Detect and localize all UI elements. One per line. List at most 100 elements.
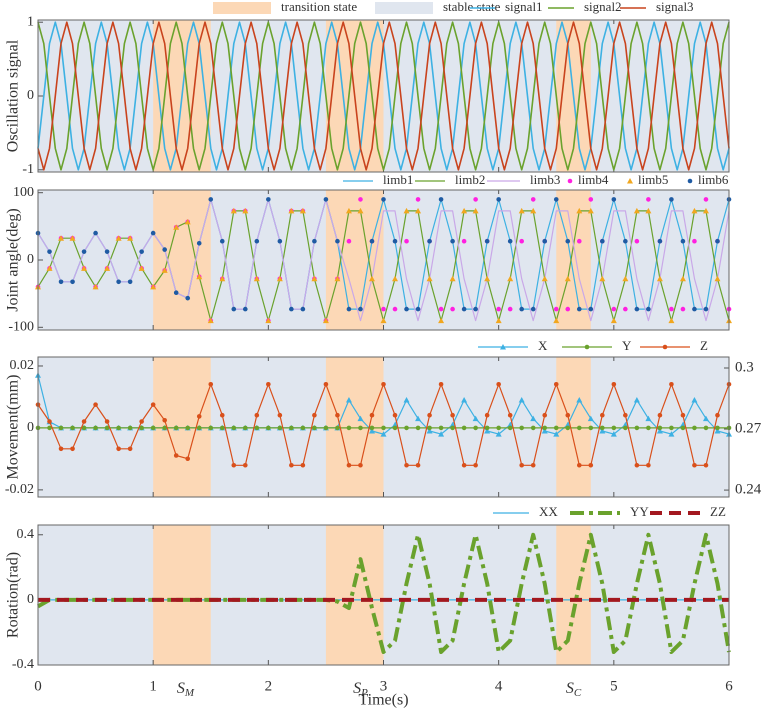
marker (680, 238, 686, 244)
marker (565, 238, 571, 244)
marker (646, 425, 651, 431)
x-tick-label: 4 (495, 678, 503, 694)
y2-tick-label: 0.3 (735, 359, 754, 375)
marker (692, 462, 697, 468)
marker (611, 425, 617, 431)
marker (680, 412, 686, 418)
marker (127, 279, 133, 285)
marker (553, 381, 559, 387)
marker (415, 207, 422, 214)
marker (611, 197, 617, 202)
marker (185, 295, 191, 301)
marker (656, 275, 663, 282)
marker (92, 283, 99, 290)
marker (47, 249, 52, 254)
y-axis-label: Oscillation signal (5, 39, 22, 152)
marker (692, 238, 697, 244)
marker (715, 425, 720, 431)
marker (507, 275, 514, 282)
marker (611, 306, 617, 312)
y2-tick-label: 0.27 (735, 420, 762, 436)
marker (657, 238, 663, 244)
x-tick-label: 6 (725, 678, 733, 694)
marker (104, 425, 110, 431)
marker (634, 306, 640, 312)
marker (162, 247, 167, 252)
marker (266, 197, 271, 202)
marker (438, 425, 444, 431)
marker (162, 425, 167, 431)
marker (656, 428, 663, 434)
marker (438, 431, 445, 437)
marker (47, 419, 52, 424)
marker (139, 425, 144, 431)
marker (669, 425, 674, 431)
marker (668, 317, 675, 324)
marker (518, 397, 525, 403)
marker (392, 412, 398, 418)
y-tick-label: 0.02 (10, 358, 35, 373)
series-line (37, 21, 730, 171)
region (325, 525, 384, 665)
marker (300, 425, 306, 431)
marker (380, 317, 387, 324)
legend-label: transition state (281, 0, 357, 14)
marker (449, 275, 456, 282)
marker (369, 412, 375, 418)
marker (323, 425, 329, 431)
marker (300, 462, 306, 468)
marker (438, 381, 444, 387)
x-axis-label: Time(s) (358, 692, 408, 709)
marker (104, 249, 110, 254)
marker (633, 207, 640, 214)
marker (219, 425, 225, 431)
marker (646, 306, 651, 312)
marker (254, 425, 260, 431)
region (556, 525, 591, 665)
legend-label: signal3 (656, 0, 694, 14)
marker (484, 275, 491, 282)
legend-label: Z (700, 338, 708, 353)
marker (692, 425, 697, 431)
marker (93, 230, 98, 236)
y-tick-label: -0.02 (5, 482, 34, 497)
marker (380, 431, 387, 437)
marker (622, 275, 629, 282)
marker (369, 238, 375, 244)
marker (81, 265, 88, 271)
marker (450, 306, 455, 312)
marker (495, 317, 502, 324)
y-tick-label: 100 (13, 185, 34, 200)
marker (461, 238, 467, 244)
marker (610, 317, 617, 324)
marker (312, 238, 317, 244)
marker (461, 397, 468, 403)
marker (634, 462, 640, 468)
marker (553, 431, 560, 437)
annotation-main: S (177, 680, 185, 697)
legend-label: limb3 (530, 172, 560, 187)
y-tick-label: 0 (27, 88, 34, 103)
marker (507, 421, 514, 428)
marker (150, 402, 156, 407)
marker (345, 397, 352, 403)
marker (703, 306, 709, 312)
marker (322, 317, 329, 324)
marker (392, 421, 399, 428)
marker (254, 412, 260, 418)
marker (335, 238, 340, 244)
marker (715, 238, 720, 244)
marker (519, 238, 524, 244)
marker (657, 425, 663, 431)
y-axis-label: Movement(mm) (5, 375, 22, 480)
marker (438, 197, 444, 202)
marker (404, 462, 409, 468)
region (325, 190, 384, 330)
annotation-sub: P (360, 687, 368, 699)
marker (392, 275, 399, 282)
region (153, 525, 211, 665)
marker (369, 425, 375, 431)
legend-label: Y (622, 338, 632, 353)
marker (127, 425, 133, 431)
